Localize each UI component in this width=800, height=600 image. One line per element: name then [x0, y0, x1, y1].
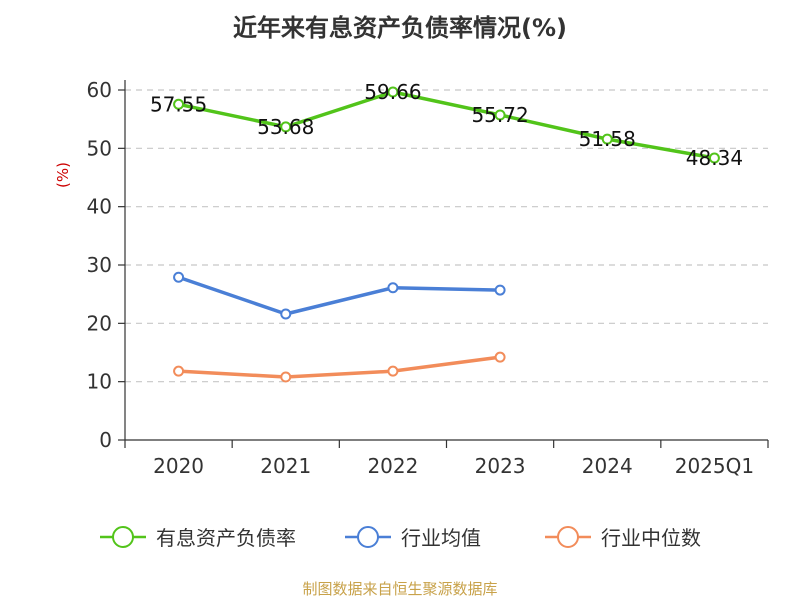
data-point: [387, 282, 399, 294]
y-tick-label: 40: [87, 195, 112, 219]
legend: 有息资产负债率 行业均值 行业中位数: [100, 526, 701, 550]
data-point: [494, 351, 506, 363]
x-tick-label: 2021: [260, 454, 311, 478]
data-point: [173, 271, 185, 283]
grid-lines: [125, 89, 768, 383]
data-point: [387, 365, 399, 377]
data-point: [280, 308, 292, 320]
legend-label: 行业均值: [401, 526, 481, 550]
series-lines: [173, 86, 720, 383]
legend-label: 行业中位数: [601, 526, 701, 550]
data-label: 53.68: [257, 115, 314, 139]
data-label: 48.34: [686, 146, 743, 170]
chart-title: 近年来有息资产负债率情况(%): [233, 14, 567, 42]
series-line-2: [178, 355, 501, 379]
data-point: [280, 121, 292, 133]
data-point: [280, 371, 292, 383]
y-tick-label: 20: [87, 311, 112, 335]
data-point: [173, 98, 185, 110]
y-axis-label: (%): [54, 162, 72, 188]
legend-marker: [357, 526, 379, 548]
y-tick-label: 10: [87, 370, 112, 394]
data-label: 51.58: [579, 127, 636, 151]
series-line-1: [178, 275, 501, 316]
legend-label: 有息资产负债率: [156, 526, 296, 550]
x-tick-label: 2023: [475, 454, 526, 478]
legend-marker: [112, 526, 134, 548]
x-tick-label: 2025Q1: [675, 454, 754, 478]
data-point: [387, 86, 399, 98]
y-tick-label: 0: [99, 428, 112, 452]
data-labels: 57.55 53.68 59.66 55.72 51.58 48.34: [150, 80, 743, 170]
data-point: [601, 133, 613, 145]
y-tick-label: 60: [87, 78, 112, 102]
data-point: [494, 284, 506, 296]
legend-marker: [557, 526, 579, 548]
y-tick-label: 50: [87, 136, 112, 160]
axes: 0 10 20 30 40 50 60 2020 2021 2022 2023 2024 2025Q1 (…: [54, 78, 769, 478]
x-tick-label: 2020: [153, 454, 204, 478]
y-tick-label: 30: [87, 253, 112, 277]
series-line-0: [178, 90, 715, 160]
data-point: [708, 152, 720, 164]
x-tick-label: 2024: [582, 454, 633, 478]
data-point: [494, 109, 506, 121]
source-footer: 制图数据来自恒生聚源数据库: [302, 580, 498, 598]
data-label: 59.66: [364, 80, 421, 104]
data-point: [173, 365, 185, 377]
data-label: 57.55: [150, 92, 207, 116]
data-label: 55.72: [471, 103, 528, 127]
x-tick-label: 2022: [367, 454, 418, 478]
